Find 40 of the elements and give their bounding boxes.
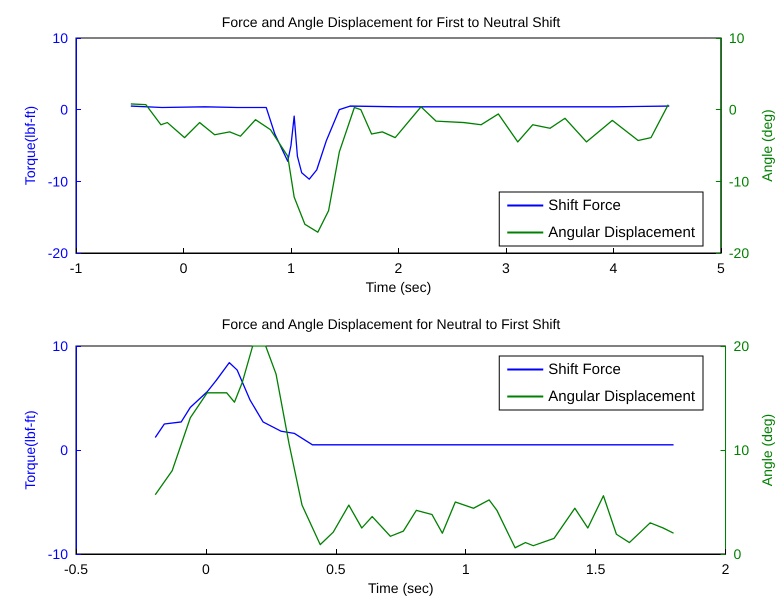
legend-label: Angular Displacement xyxy=(548,224,696,241)
x-tick-label: 2 xyxy=(722,561,730,577)
y-tick-label: -10 xyxy=(48,173,68,190)
y2-tick-label: -10 xyxy=(728,173,750,190)
x-tick-label: 3 xyxy=(502,260,510,276)
x-tick-label: 0 xyxy=(202,561,210,577)
x-tick-label: -1 xyxy=(70,260,82,276)
x-tick-label: 1 xyxy=(287,260,296,276)
x-tick-label: 1 xyxy=(462,561,470,577)
legend-label: Shift Force xyxy=(548,361,621,378)
y-tick-label: 0 xyxy=(60,102,68,118)
y-tick-label: -20 xyxy=(48,245,68,261)
y-tick-label: 10 xyxy=(52,338,68,354)
chart-title: Force and Angle Displacement for First to Neutral Shift xyxy=(222,14,560,30)
y2-tick-label: 20 xyxy=(734,338,750,354)
y-axis-title: Torque(lbf-ft) xyxy=(22,410,38,490)
y2-tick-label: 10 xyxy=(734,442,750,458)
chart-title: Force and Angle Displacement for Neutral to First Shift xyxy=(222,316,560,332)
y2-tick-label: -20 xyxy=(728,245,750,261)
y2-tick-label: 0 xyxy=(734,546,742,562)
y2-axis-title: Angle (deg) xyxy=(759,109,775,182)
x-tick-label: 0 xyxy=(180,260,188,276)
y2-tick-label: 10 xyxy=(728,30,745,46)
x-axis-title: Time (sec) xyxy=(366,278,432,295)
x-tick-label: 5 xyxy=(716,260,725,276)
x-tick-label: 4 xyxy=(609,260,618,276)
legend-label: Angular Displacement xyxy=(548,388,696,405)
y-tick-label: 0 xyxy=(60,442,68,458)
x-tick-label: 0.5 xyxy=(326,561,346,577)
y2-tick-label: 0 xyxy=(728,102,737,118)
x-axis-title: Time (sec) xyxy=(368,580,434,596)
x-tick-label: -0.5 xyxy=(64,561,88,577)
y2-axis-title: Angle (deg) xyxy=(759,414,775,486)
legend-label: Shift Force xyxy=(548,197,621,214)
line-series xyxy=(130,105,670,180)
y-tick-label: -10 xyxy=(48,546,68,562)
y-axis-title: Torque(lbf-ft) xyxy=(22,106,38,186)
y-tick-label: 10 xyxy=(52,30,68,46)
x-tick-label: 2 xyxy=(394,260,403,276)
x-tick-label: 1.5 xyxy=(586,561,606,577)
